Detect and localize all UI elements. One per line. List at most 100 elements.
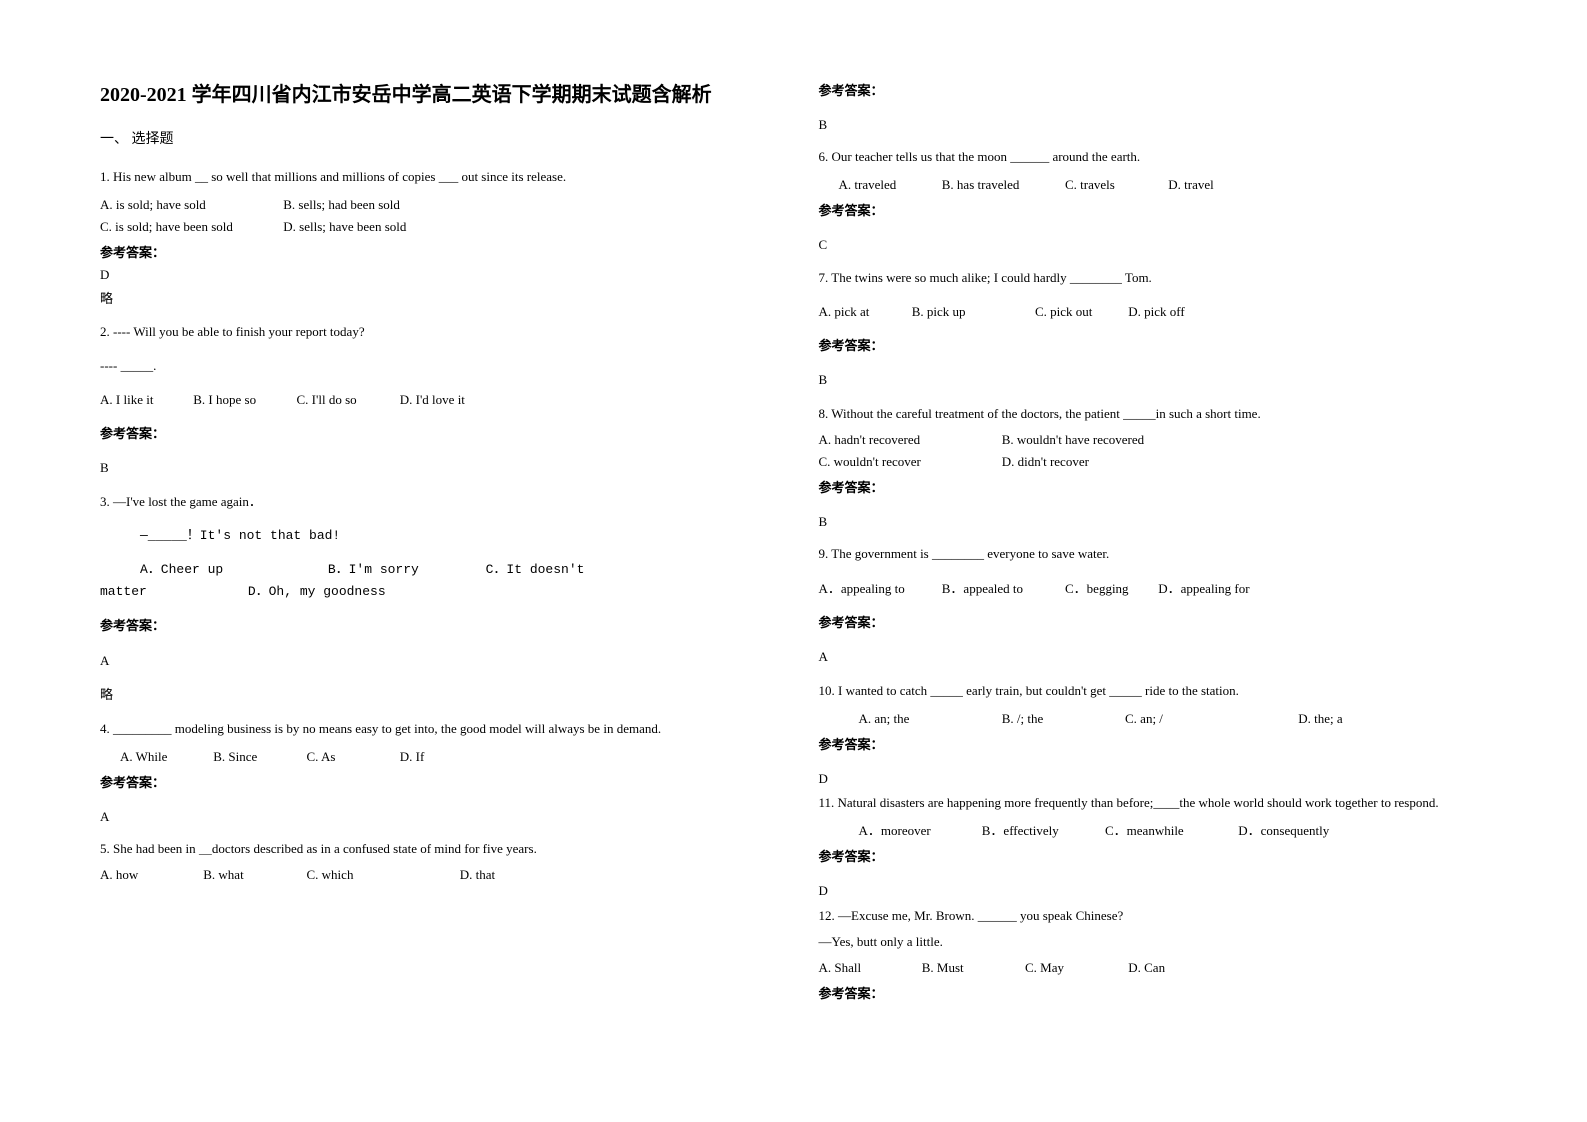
q5-opt-c: C. which [307,864,457,886]
q5-options: A. how B. what C. which D. that [100,864,769,886]
q11-answer: D [819,880,1488,902]
q8-opt-b: B. wouldn't have recovered [1002,429,1144,451]
q10-opt-b: B. /; the [1002,708,1122,730]
q8-opt-c: C. wouldn't recover [819,451,999,473]
q9-opt-d: D．appealing for [1158,578,1249,600]
q8-stem: 8. Without the careful treatment of the … [819,403,1488,425]
q6-answer: C [819,234,1488,256]
q1-stem: 1. His new album __ so well that million… [100,166,769,188]
q3-opt-d: D．Oh, my goodness [248,581,386,603]
q8-answer: B [819,511,1488,533]
q10-answer: D [819,768,1488,790]
q9-stem: 9. The government is ________ everyone t… [819,543,1488,565]
exam-title: 2020-2021 学年四川省内江市安岳中学高二英语下学期期末试题含解析 [100,80,769,110]
q5-opt-b: B. what [203,864,303,886]
q11-opt-a: A．moreover [859,820,979,842]
q7-opt-d: D. pick off [1128,301,1184,323]
q9-opt-b: B．appealed to [942,578,1062,600]
q4-options: A. While B. Since C. As D. If [100,746,769,768]
q3-options-row1: A．Cheer up B．I'm sorry C．It doesn't [100,559,769,581]
q3-opt-a: A．Cheer up [140,559,320,581]
q1-options-row2: C. is sold; have been sold D. sells; hav… [100,216,769,238]
q5-opt-a: A. how [100,864,200,886]
q4-answer: A [100,806,769,828]
right-column: 参考答案： B 6. Our teacher tells us that the… [819,80,1488,1082]
q6-opt-b: B. has traveled [942,174,1062,196]
q12-line2: —Yes, butt only a little. [819,931,1488,953]
q8-options-row1: A. hadn't recovered B. wouldn't have rec… [819,429,1488,451]
q2-options: A. I like it B. I hope so C. I'll do so … [100,389,769,411]
q5-answer-label: 参考答案： [819,80,1488,102]
q1-opt-d: D. sells; have been sold [283,216,406,238]
q10-options: A. an; the B. /; the C. an; / D. the; a [819,708,1488,730]
q7-answer-label: 参考答案： [819,335,1488,357]
q11-opt-b: B．effectively [982,820,1102,842]
q2-blank: ---- _____. [100,355,769,377]
q2-opt-d: D. I'd love it [400,389,465,411]
q11-answer-label: 参考答案： [819,846,1488,868]
q3-opt-b: B．I'm sorry [328,559,478,581]
q1-opt-a: A. is sold; have sold [100,194,280,216]
q4-opt-a: A. While [120,746,210,768]
q8-options-row2: C. wouldn't recover D. didn't recover [819,451,1488,473]
q11-stem: 11. Natural disasters are happening more… [819,792,1488,814]
q8-answer-label: 参考答案： [819,477,1488,499]
q9-opt-c: C．begging [1065,578,1155,600]
q10-opt-d: D. the; a [1298,708,1342,730]
q10-opt-a: A. an; the [859,708,999,730]
q6-opt-a: A. traveled [839,174,939,196]
q5-opt-d: D. that [460,864,495,886]
q6-answer-label: 参考答案： [819,200,1488,222]
q2-opt-a: A. I like it [100,389,190,411]
q3-matter: matter [100,581,240,603]
q10-answer-label: 参考答案： [819,734,1488,756]
q12-options: A. Shall B. Must C. May D. Can [819,957,1488,979]
q1-answer-label: 参考答案： [100,242,769,264]
q1-options-row1: A. is sold; have sold B. sells; had been… [100,194,769,216]
q7-stem: 7. The twins were so much alike; I could… [819,267,1488,289]
q2-stem: 2. ---- Will you be able to finish your … [100,321,769,343]
q7-opt-b: B. pick up [912,301,1032,323]
q3-line2: —_____！It's not that bad! [100,525,769,547]
q5-answer: B [819,114,1488,136]
q9-opt-a: A．appealing to [819,578,939,600]
q3-stem: 3. —I've lost the game again． [100,491,769,513]
q9-answer-label: 参考答案： [819,612,1488,634]
left-column: 2020-2021 学年四川省内江市安岳中学高二英语下学期期末试题含解析 一、 … [100,80,769,1082]
q3-opt-c: C．It doesn't [486,559,585,581]
q1-answer: D [100,264,769,286]
q9-options: A．appealing to B．appealed to C．begging D… [819,578,1488,600]
q12-stem: 12. —Excuse me, Mr. Brown. ______ you sp… [819,905,1488,927]
q7-opt-c: C. pick out [1035,301,1125,323]
q12-opt-a: A. Shall [819,957,919,979]
q3-note: 略 [100,684,769,706]
q9-answer: A [819,646,1488,668]
q5-stem: 5. She had been in ＿doctors described as… [100,838,769,860]
q3-options-row2: matter D．Oh, my goodness [100,581,769,603]
q3-answer-label: 参考答案： [100,615,769,637]
q2-answer-label: 参考答案： [100,423,769,445]
q2-answer: B [100,457,769,479]
q4-opt-d: D. If [400,746,425,768]
q6-opt-c: C. travels [1065,174,1165,196]
q6-stem: 6. Our teacher tells us that the moon __… [819,146,1488,168]
q8-opt-d: D. didn't recover [1002,451,1089,473]
q1-opt-c: C. is sold; have been sold [100,216,280,238]
q1-opt-b: B. sells; had been sold [283,194,400,216]
q8-opt-a: A. hadn't recovered [819,429,999,451]
q11-opt-c: C．meanwhile [1105,820,1235,842]
q12-opt-c: C. May [1025,957,1125,979]
q4-answer-label: 参考答案： [100,772,769,794]
q3-answer: A [100,650,769,672]
q1-note: 略 [100,288,769,310]
q10-opt-c: C. an; / [1125,708,1295,730]
q6-opt-d: D. travel [1168,174,1213,196]
q2-opt-c: C. I'll do so [297,389,397,411]
q4-stem: 4. _________ modeling business is by no … [100,718,769,740]
q7-answer: B [819,369,1488,391]
q4-opt-c: C. As [307,746,397,768]
q6-options: A. traveled B. has traveled C. travels D… [819,174,1488,196]
q7-options: A. pick at B. pick up C. pick out D. pic… [819,301,1488,323]
q11-options: A．moreover B．effectively C．meanwhile D．c… [819,820,1488,842]
q10-stem: 10. I wanted to catch _____ early train,… [819,680,1488,702]
